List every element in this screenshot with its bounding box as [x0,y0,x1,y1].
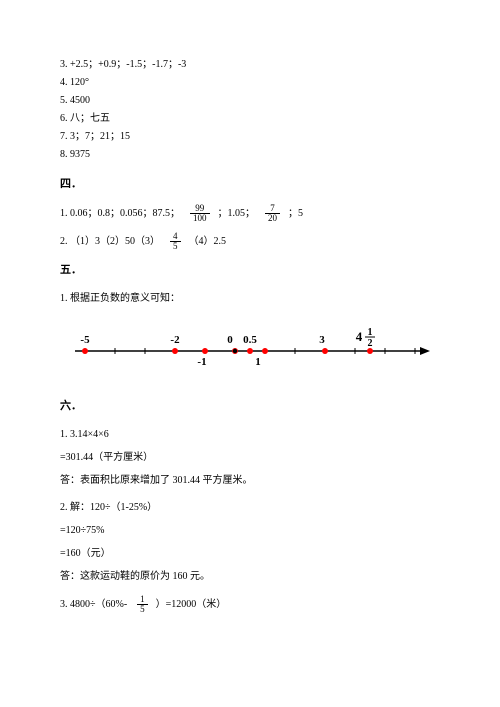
answer-line-3: 3. +2.5；+0.9；-1.5；-1.7；-3 [60,56,440,73]
s6-q1-expr: 1. 3.14×4×6 [60,426,440,443]
s4-q1-part-c: ；5 [288,205,303,222]
answer-line-5: 5. 4500 [60,92,440,109]
section-6-head: 六． [60,397,440,416]
frac-den: 5 [170,242,181,251]
section-4-head: 四． [60,175,440,194]
s4-q1: 1. 0.06；0.8；0.056；87.5； 99 100 ；1.05； 7 … [60,204,440,224]
answer-line-6: 6. 八；七五 [60,110,440,127]
svg-text:-5: -5 [80,334,90,346]
frac-den: 5 [137,605,148,614]
fraction-7-20: 7 20 [265,204,280,224]
answer-line-4: 4. 120° [60,74,440,91]
s6-q1-answer: 答：表面积比原来增加了 301.44 平方厘米。 [60,472,440,489]
s6-q2-expr: 2. 解：120÷（1-25%） [60,499,440,516]
s6-q3-part-b: ）=12000（米） [156,596,227,613]
number-line-diagram: -5-200.53-11412 [60,321,440,379]
s4-q2: 2. （1）3（2）50（3） 4 5 （4）2.5 [60,232,440,252]
fraction-1-5: 1 5 [137,595,148,615]
s6-q2-step2: =160（元） [60,545,440,562]
s4-q2-part-a: 2. （1）3（2）50（3） [60,233,160,250]
s4-q2-part-b: （4）2.5 [189,233,227,250]
svg-text:0: 0 [227,334,233,346]
svg-text:1: 1 [255,356,261,368]
svg-text:-2: -2 [170,334,180,346]
answer-line-8: 8. 9375 [60,146,440,163]
svg-text:-1: -1 [197,356,206,368]
frac-den: 20 [265,214,280,223]
svg-text:3: 3 [319,334,325,346]
answer-line-7: 7. 3；7；21；15 [60,128,440,145]
s4-q1-part-a: 1. 0.06；0.8；0.056；87.5； [60,205,180,222]
s6-q2-answer: 答：这款运动鞋的原价为 160 元。 [60,568,440,585]
s5-q1: 1. 根据正负数的意义可知： [60,290,440,307]
svg-text:0.5: 0.5 [243,334,257,346]
frac-den: 100 [190,214,210,223]
s6-q2-step1: =120÷75% [60,522,440,539]
fraction-4-5: 4 5 [170,232,181,252]
s4-q1-part-b: ；1.05； [218,205,256,222]
s6-q1-result: =301.44（平方厘米） [60,449,440,466]
s6-q3: 3. 4800÷（60%- 1 5 ）=12000（米） [60,595,440,615]
svg-text:4: 4 [356,329,363,344]
svg-text:2: 2 [368,338,373,349]
section-5-head: 五． [60,261,440,280]
svg-text:1: 1 [368,327,373,338]
s6-q3-part-a: 3. 4800÷（60%- [60,596,127,613]
fraction-99-100: 99 100 [190,204,210,224]
